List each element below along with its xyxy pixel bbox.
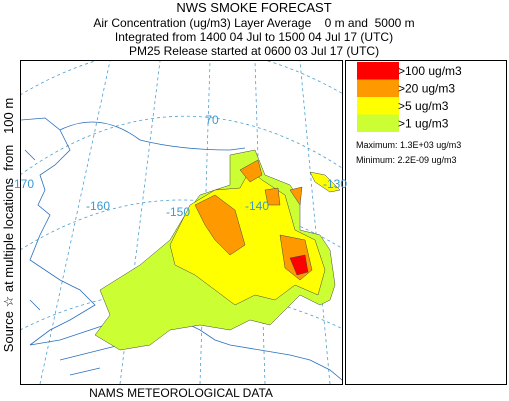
title: NWS SMOKE FORECAST bbox=[176, 0, 331, 15]
subtitle: Air Concentration (ug/m3) Layer Average … bbox=[93, 16, 414, 30]
subtitle: Integrated from 1400 04 Jul to 1500 04 J… bbox=[115, 30, 393, 44]
map bbox=[20, 60, 343, 385]
legend-swatch bbox=[357, 97, 399, 115]
map-label: -130 bbox=[323, 177, 347, 191]
legend-swatch bbox=[357, 62, 399, 80]
subtitle: PM25 Release started at 0600 03 Jul 17 (… bbox=[129, 44, 379, 58]
legend-label: >1 ug/m3 bbox=[398, 117, 449, 131]
map-label: -160 bbox=[86, 199, 110, 213]
legend-label: >5 ug/m3 bbox=[398, 99, 449, 113]
footer: NAMS METEOROLOGICAL DATA bbox=[89, 386, 273, 400]
legend-swatch bbox=[357, 79, 399, 97]
minimum: Minimum: 2.2E-09 ug/m3 bbox=[356, 155, 457, 165]
map-label: -150 bbox=[166, 205, 190, 219]
map-label: -170 bbox=[10, 177, 34, 191]
maximum: Maximum: 1.3E+03 ug/m3 bbox=[356, 140, 461, 150]
legend-label: >100 ug/m3 bbox=[398, 64, 462, 78]
source-label: Source ☆ at multiple locations from 100 … bbox=[1, 98, 16, 352]
map-label: 70 bbox=[205, 113, 219, 127]
legend-swatch bbox=[357, 114, 399, 132]
legend-frame bbox=[345, 60, 507, 385]
legend-label: >20 ug/m3 bbox=[398, 82, 455, 96]
map-label: -140 bbox=[245, 199, 269, 213]
map-frame bbox=[20, 60, 343, 385]
